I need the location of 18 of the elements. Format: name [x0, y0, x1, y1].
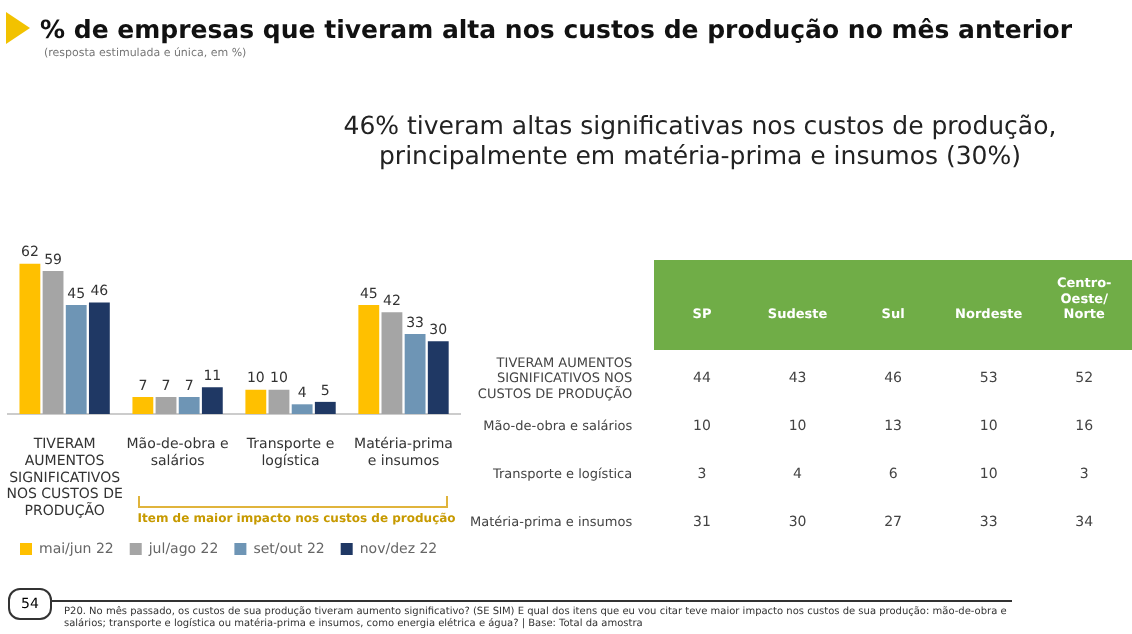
bar	[245, 389, 267, 414]
bar	[88, 302, 110, 414]
bar	[65, 304, 87, 414]
bar	[19, 263, 41, 414]
text: 46% tiveram altas significativas nos custos de produção, principalmente em matéria-prima e insumos (30%)	[341, 110, 1059, 170]
text: % de empresas que tiveram alta nos custos de produção no mês anterior	[40, 14, 1073, 44]
bar	[42, 270, 64, 414]
bar	[427, 341, 449, 414]
bar	[314, 401, 336, 414]
bar	[291, 404, 313, 414]
bar	[381, 312, 403, 414]
bar	[132, 397, 154, 414]
bar	[404, 333, 426, 414]
bar	[201, 387, 223, 414]
bar	[155, 397, 177, 414]
bar	[268, 389, 290, 414]
bar	[178, 397, 200, 414]
bar	[358, 304, 380, 414]
